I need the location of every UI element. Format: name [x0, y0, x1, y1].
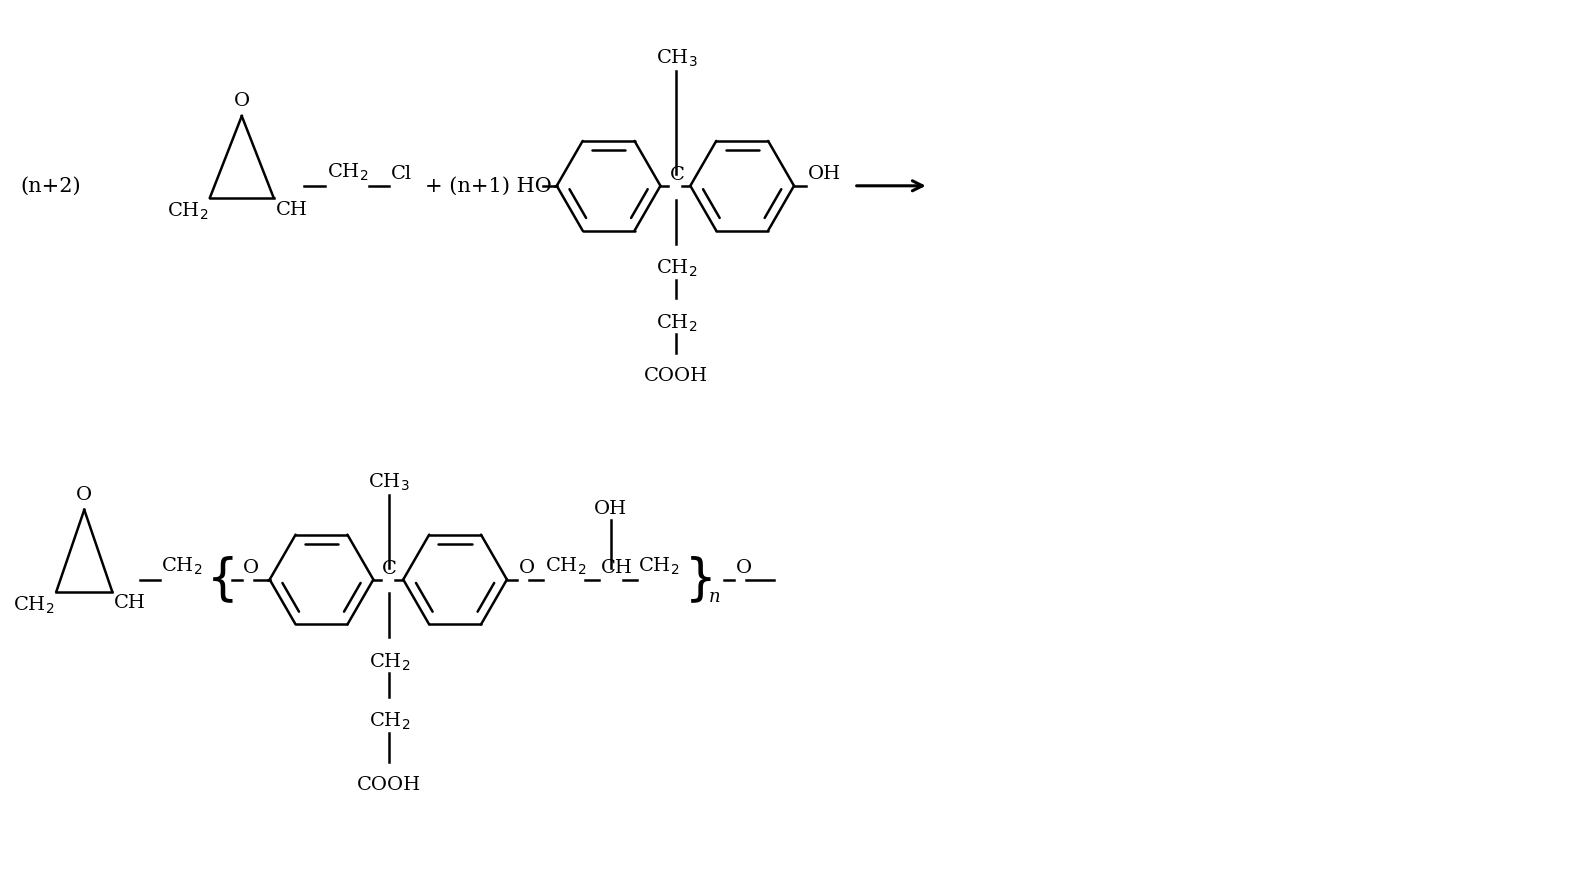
Text: O: O	[520, 559, 535, 576]
Text: COOH: COOH	[644, 367, 709, 385]
Text: + (n+1) HO: + (n+1) HO	[426, 176, 551, 195]
Text: CH: CH	[275, 201, 308, 219]
Text: O: O	[76, 486, 92, 504]
Text: O: O	[243, 559, 259, 576]
Text: CH$_2$: CH$_2$	[369, 651, 410, 672]
Text: Cl: Cl	[391, 165, 413, 183]
Text: CH$_2$: CH$_2$	[167, 201, 208, 222]
Text: OH: OH	[594, 500, 628, 518]
Text: O: O	[736, 559, 752, 576]
Text: CH: CH	[601, 559, 632, 576]
Text: CH$_2$: CH$_2$	[327, 161, 369, 183]
Text: CH$_2$: CH$_2$	[639, 555, 680, 576]
Text: O: O	[234, 92, 249, 110]
Text: OH: OH	[807, 165, 841, 183]
Text: (n+2): (n+2)	[21, 176, 81, 195]
Text: CH$_3$: CH$_3$	[656, 48, 698, 69]
Text: C: C	[383, 560, 397, 577]
Text: CH$_2$: CH$_2$	[656, 257, 698, 279]
Text: CH$_2$: CH$_2$	[656, 312, 698, 334]
Text: n: n	[709, 588, 720, 605]
Text: CH: CH	[114, 595, 146, 612]
Text: CH$_2$: CH$_2$	[369, 712, 410, 732]
Text: CH$_2$: CH$_2$	[160, 555, 202, 576]
Text: $\}$: $\}$	[685, 555, 712, 605]
Text: COOH: COOH	[358, 776, 421, 794]
Text: $\{$: $\{$	[207, 555, 234, 605]
Text: C: C	[669, 166, 685, 184]
Text: CH$_2$: CH$_2$	[545, 555, 586, 576]
Text: CH$_3$: CH$_3$	[369, 472, 410, 493]
Text: CH$_2$: CH$_2$	[13, 595, 54, 616]
